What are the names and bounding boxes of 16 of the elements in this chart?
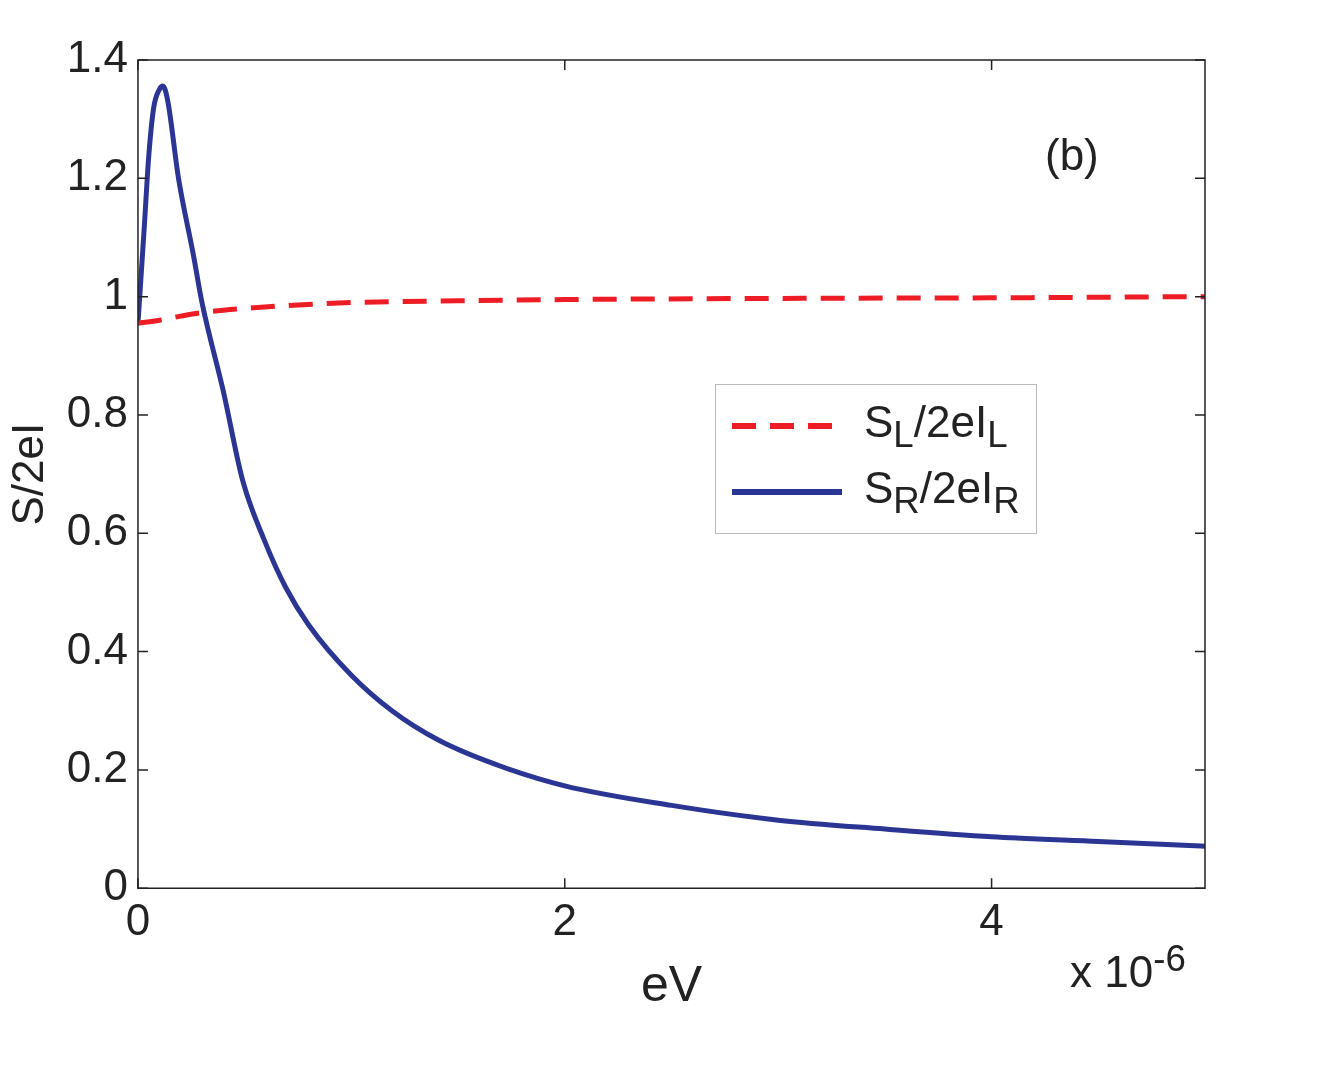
text: x 10$^{-6}$	[1070, 938, 1186, 997]
annotation: (b)	[1045, 130, 1099, 180]
y-tick-label: 0.6	[66, 505, 128, 555]
y-tick-label: 0.2	[66, 742, 128, 792]
y-tick-label: 0.4	[66, 623, 128, 673]
legend-label: S$_{R}$/2eI$_{R}$	[864, 462, 1020, 522]
y-axis-title: S/2eI	[2, 422, 52, 526]
y-tick-label: 1.4	[66, 32, 128, 82]
y-tick-label: 1.2	[66, 150, 128, 200]
y-tick-label: 0	[103, 860, 128, 910]
y-tick-label: 1	[103, 268, 128, 318]
x-tick-label: 2	[552, 894, 578, 944]
x-axis-title: eV	[640, 955, 703, 1012]
legend-label: S$_{L}$/2eI$_{L}$	[864, 396, 1008, 456]
y-tick-label: 0.8	[66, 387, 128, 437]
x-tick-label: 4	[979, 894, 1004, 944]
